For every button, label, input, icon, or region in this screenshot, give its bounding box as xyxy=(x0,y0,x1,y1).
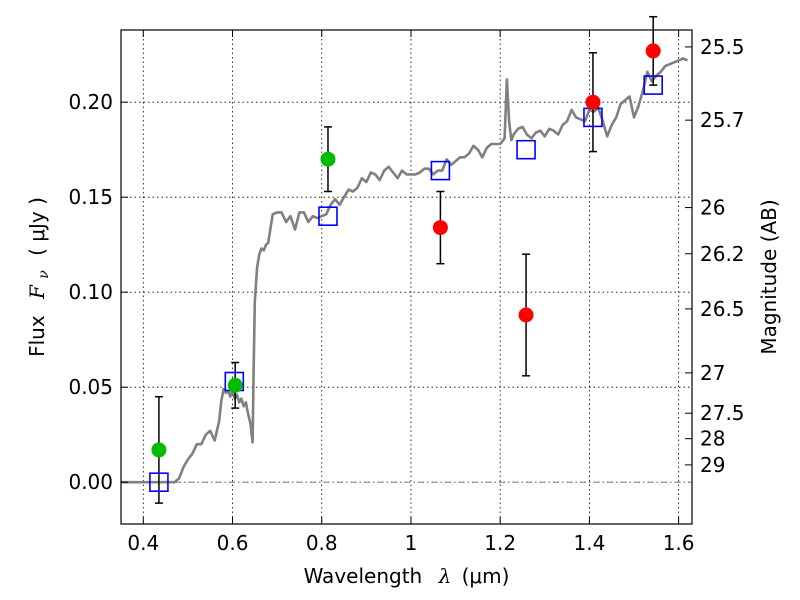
y-axis-label: Flux F ν ( μJy ) xyxy=(25,197,53,357)
y2-tick-label: 27.5 xyxy=(700,401,745,425)
x-axis-label: Wavelength λ (μm) xyxy=(304,564,510,588)
model-photometry-square xyxy=(318,206,338,226)
observed-point-green xyxy=(320,151,336,167)
observed-point-green xyxy=(151,442,167,458)
y-tick-label: 0.05 xyxy=(68,375,113,399)
y2-tick-label: 29 xyxy=(700,453,725,477)
observed-point-red xyxy=(432,220,448,236)
x-tick-label: 0.6 xyxy=(217,531,249,555)
y2-tick-label: 26.5 xyxy=(700,297,745,321)
observed-point-red xyxy=(585,94,601,110)
x-axis-label-text: Wavelength xyxy=(304,564,423,588)
y2-tick-label: 25.5 xyxy=(700,35,745,59)
observed-point-red xyxy=(645,43,661,59)
x-tick-label: 0.4 xyxy=(127,531,159,555)
model-photometry-square xyxy=(643,75,663,95)
y2-tick-label: 28 xyxy=(700,427,725,451)
observed-point-green xyxy=(227,377,243,393)
x-axis-label-unit: (μm) xyxy=(462,564,510,588)
y-tick-label: 0.00 xyxy=(68,470,113,494)
x-tick-label: 1.6 xyxy=(663,531,695,555)
y2-axis-label: Magnitude (AB) xyxy=(757,199,781,354)
ticks: 0.4 0.6 0.8 1 1.2 1.4 1.6 0.00 0.05 0.10 0.15 0.20 2… xyxy=(68,30,745,555)
y-tick-label: 0.20 xyxy=(68,90,113,114)
x-tick-label: 1.4 xyxy=(573,531,605,555)
model-photometry-square xyxy=(149,472,169,493)
plot-area xyxy=(121,15,689,504)
y-axis-label-symbol: F xyxy=(25,284,49,300)
y2-tick-label: 25.7 xyxy=(700,108,745,132)
x-tick-label: 1.2 xyxy=(484,531,516,555)
y2-tick-label: 27 xyxy=(700,361,725,385)
y-tick-label: 0.10 xyxy=(68,280,113,304)
y-axis-label-text: Flux xyxy=(25,315,49,357)
y-axis-label-unit: ( μJy ) xyxy=(25,197,49,256)
y-axis-label-subscript: ν xyxy=(36,270,52,279)
y-tick-label: 0.15 xyxy=(68,185,113,209)
observed-point-red xyxy=(518,307,534,323)
x-tick-label: 1 xyxy=(405,531,418,555)
y2-tick-label: 26 xyxy=(700,196,725,220)
axes-frame xyxy=(120,29,693,525)
x-tick-label: 0.8 xyxy=(306,531,338,555)
model-spectrum-line xyxy=(121,57,689,484)
model-photometry-square xyxy=(516,139,536,160)
x-axis-label-symbol: λ xyxy=(438,564,452,588)
y2-tick-label: 26.2 xyxy=(700,242,745,266)
model-photometry-square xyxy=(430,160,451,181)
